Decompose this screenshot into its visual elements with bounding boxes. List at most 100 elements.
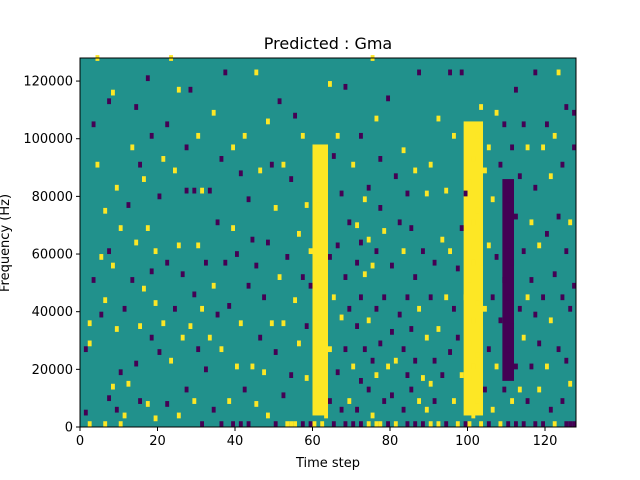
heatmap-cell: [347, 219, 352, 226]
heatmap-cell: [227, 398, 232, 404]
heatmap-cell: [312, 303, 317, 309]
heatmap-cell: [339, 314, 344, 321]
heatmap-cell: [316, 202, 321, 208]
heatmap-cell: [393, 357, 398, 364]
heatmap-cell: [529, 219, 534, 226]
heatmap-cell: [452, 398, 456, 404]
heatmap-cell: [548, 173, 553, 180]
heatmap-cell: [417, 305, 422, 312]
heatmap-cell: [145, 75, 150, 82]
heatmap-cell: [479, 225, 484, 231]
heatmap-cell: [111, 383, 115, 390]
heatmap-cell: [273, 205, 278, 211]
heatmap-cell: [262, 369, 267, 376]
heatmap-cell: [281, 161, 286, 168]
heatmap-cell: [444, 421, 449, 427]
heatmap-cell: [324, 210, 329, 217]
heatmap-cell: [355, 406, 360, 413]
heatmap-cell: [370, 412, 375, 419]
heatmap-cell: [533, 184, 538, 191]
heatmap-cell: [545, 121, 549, 128]
heatmap-cell: [444, 187, 449, 194]
heatmap-cell: [448, 69, 453, 76]
heatmap-cell: [316, 236, 321, 243]
heatmap-cell: [312, 421, 317, 427]
heatmap-cell: [107, 395, 112, 402]
heatmap-cell: [459, 372, 464, 378]
heatmap-cell: [293, 297, 298, 304]
heatmap-cell: [308, 248, 313, 255]
heatmap-cell: [300, 421, 305, 427]
heatmap-cell: [153, 300, 158, 306]
heatmap-cell: [118, 421, 123, 427]
heatmap-cell: [204, 259, 208, 266]
heatmap-cell: [153, 248, 158, 255]
heatmap-cell: [281, 320, 286, 327]
heatmap-cell: [103, 297, 108, 304]
heatmap-cell: [455, 334, 460, 341]
heatmap-cell: [390, 392, 394, 399]
x-tick-label: 20: [149, 434, 166, 449]
heatmap-cell: [83, 409, 88, 416]
heatmap-cell: [312, 340, 317, 347]
heatmap-cell: [463, 190, 468, 197]
heatmap-cell: [378, 340, 383, 347]
heatmap-cell: [83, 346, 88, 353]
heatmap-cell: [421, 248, 425, 255]
heatmap-cell: [227, 303, 232, 309]
heatmap-cell: [405, 294, 410, 301]
x-tick-label: 80: [382, 434, 399, 449]
heatmap-cell: [343, 346, 348, 353]
heatmap-cell: [533, 311, 538, 318]
heatmap-cell: [169, 357, 174, 364]
heatmap-cell: [374, 421, 379, 427]
heatmap-cell: [467, 340, 472, 347]
heatmap-cell: [401, 248, 406, 255]
heatmap-cell: [176, 242, 181, 249]
heatmap-cell: [517, 173, 522, 180]
heatmap-cell: [99, 254, 104, 260]
heatmap-cell: [568, 305, 573, 312]
heatmap-cell: [320, 334, 325, 341]
heatmap-cell: [351, 363, 356, 370]
heatmap-cell: [142, 176, 146, 182]
heatmap-cell: [568, 380, 573, 387]
heatmap-cell: [359, 421, 363, 427]
heatmap-cell: [436, 421, 441, 427]
heatmap-cell: [510, 323, 515, 329]
heatmap-cell: [490, 406, 495, 413]
heatmap-cell: [428, 161, 433, 168]
heatmap-cell: [145, 225, 150, 231]
heatmap-cell: [254, 401, 259, 407]
heatmap-cell: [479, 104, 484, 110]
heatmap-cell: [316, 314, 321, 321]
heatmap-cell: [560, 398, 565, 404]
heatmap-cell: [552, 421, 557, 427]
heatmap-cell: [308, 282, 313, 289]
heatmap-cell: [142, 285, 146, 292]
heatmap-cell: [320, 225, 325, 231]
heatmap-cell: [207, 334, 212, 341]
heatmap-cell: [359, 294, 363, 301]
heatmap-cell: [413, 167, 418, 174]
heatmap-cell: [324, 277, 329, 283]
heatmap-cell: [514, 213, 518, 220]
y-tick-label: 100000: [23, 132, 73, 147]
y-tick-label: 80000: [32, 190, 73, 205]
heatmap-cell: [266, 412, 270, 419]
heatmap-cell: [552, 132, 557, 139]
heatmap-band: [502, 179, 515, 381]
heatmap-cell: [386, 95, 391, 102]
heatmap-cell: [134, 360, 139, 367]
heatmap-cell: [126, 202, 131, 208]
heatmap-cell: [467, 242, 472, 249]
heatmap-cell: [471, 219, 476, 226]
heatmap-cell: [335, 369, 340, 376]
heatmap-cell: [200, 187, 205, 194]
heatmap-cell: [471, 259, 476, 266]
heatmap-cell: [483, 305, 487, 312]
heatmap-cell: [483, 386, 487, 393]
heatmap-cell: [467, 375, 472, 381]
heatmap-cell: [91, 277, 96, 283]
